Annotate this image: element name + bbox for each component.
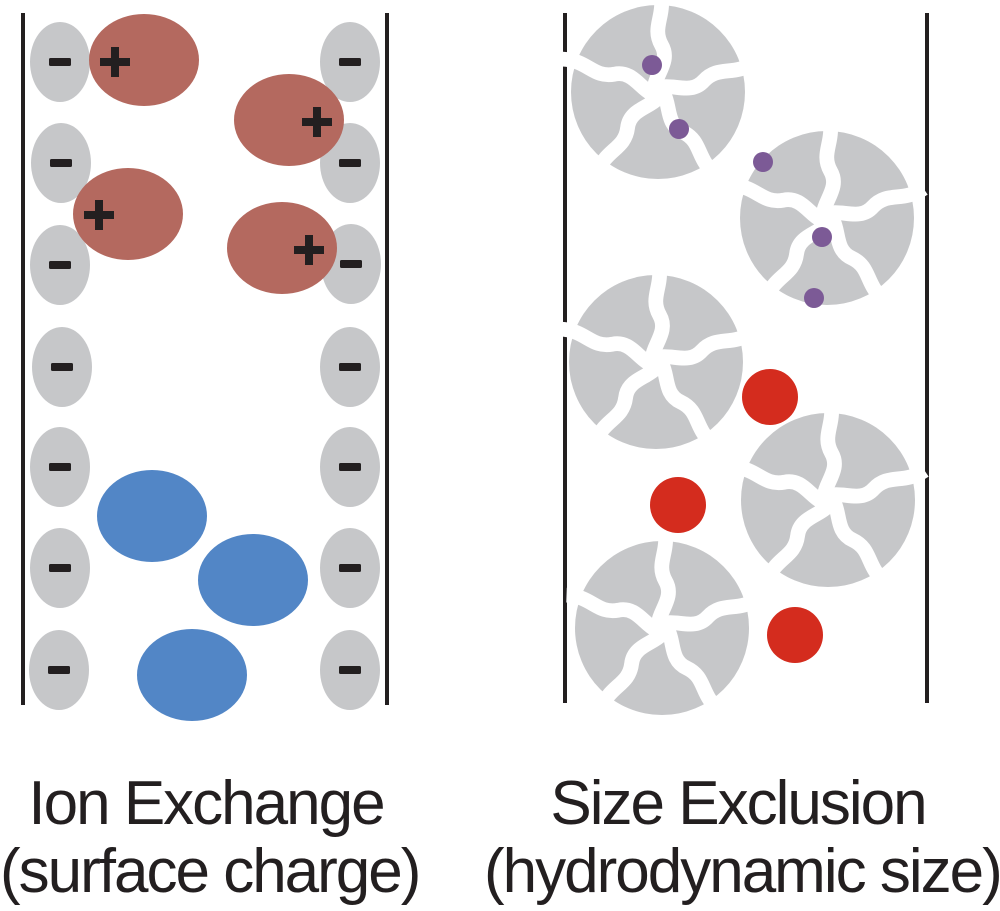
ion-exchange-panel — [21, 13, 389, 721]
bound-positive-protein — [234, 74, 344, 166]
minus-icon — [50, 159, 72, 167]
bound-positive-protein — [227, 202, 337, 294]
large-molecule — [650, 477, 706, 533]
size-exclusion-panel — [559, 0, 927, 715]
stationary-ion-negative — [30, 225, 90, 305]
stationary-ion-negative — [32, 327, 92, 407]
minus-icon — [339, 564, 361, 572]
unbound-protein — [198, 534, 308, 626]
minus-icon — [339, 159, 361, 167]
ion-exchange-subtitle: (surface charge) — [0, 837, 421, 906]
stationary-ion-negative — [320, 22, 380, 102]
minus-icon — [49, 564, 71, 572]
stationary-ion-negative — [31, 123, 91, 203]
porous-bead — [730, 117, 925, 305]
minus-icon — [49, 463, 71, 471]
stationary-ion-negative — [30, 22, 90, 102]
minus-icon — [340, 260, 362, 268]
large-molecule — [742, 369, 798, 425]
porous-bead — [731, 399, 926, 587]
unbound-protein — [97, 470, 207, 562]
porous-bead — [559, 261, 754, 449]
size-exclusion-label: Size Exclusion (hydrodynamic size) — [484, 769, 1000, 906]
porous-bead — [565, 527, 760, 715]
small-molecule — [812, 227, 832, 247]
minus-icon — [339, 363, 361, 371]
large-molecule — [767, 607, 823, 663]
stationary-ion-negative — [320, 630, 380, 710]
minus-icon — [339, 463, 361, 471]
stationary-ion-negative — [29, 630, 89, 710]
stationary-ion-negative — [320, 528, 380, 608]
ion-exchange-label: Ion Exchange (surface charge) — [0, 769, 421, 906]
minus-icon — [48, 666, 70, 674]
porous-bead — [561, 0, 756, 179]
bound-positive-protein — [73, 168, 183, 260]
size-exclusion-subtitle: (hydrodynamic size) — [484, 837, 1000, 906]
small-molecule — [669, 119, 689, 139]
small-molecule — [804, 288, 824, 308]
unbound-protein — [137, 629, 247, 721]
bound-positive-protein — [89, 14, 199, 106]
stationary-ion-negative — [30, 528, 90, 608]
stationary-ion-negative — [320, 427, 380, 507]
size-exclusion-title: Size Exclusion — [550, 769, 927, 838]
small-molecule — [642, 55, 662, 75]
small-molecule — [753, 152, 773, 172]
stationary-ion-negative — [30, 427, 90, 507]
minus-icon — [49, 58, 71, 66]
stationary-ion-negative — [320, 327, 380, 407]
minus-icon — [51, 363, 73, 371]
minus-icon — [339, 666, 361, 674]
ion-exchange-title: Ion Exchange — [28, 769, 385, 838]
minus-icon — [339, 58, 361, 66]
minus-icon — [49, 261, 71, 269]
